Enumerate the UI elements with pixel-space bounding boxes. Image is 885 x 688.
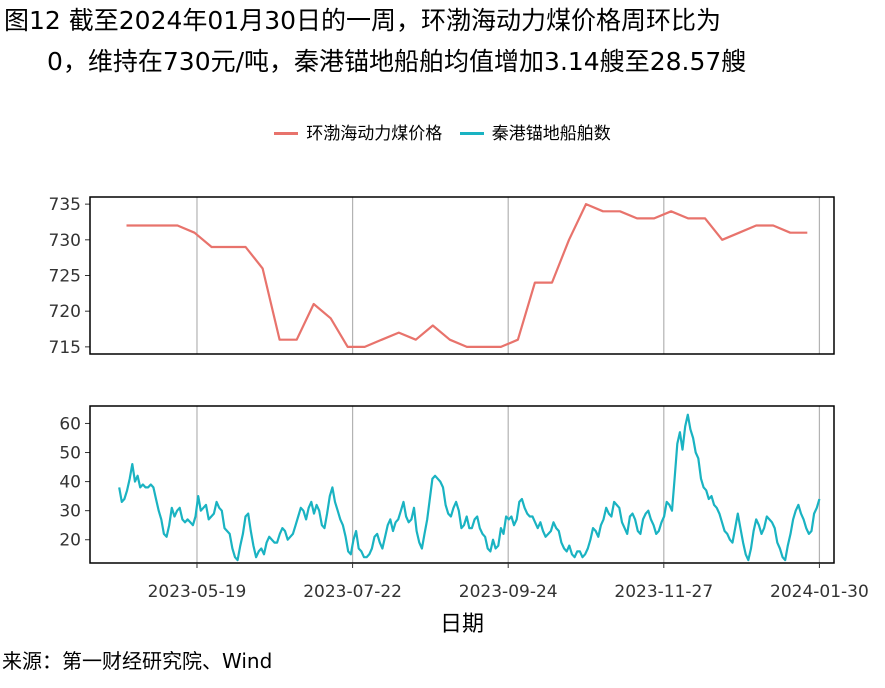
x-tick-label-4: 2024-01-30 [770, 582, 869, 602]
x-tick-label-0: 2023-05-19 [148, 582, 247, 602]
y-tick-label-p1-1: 30 [59, 502, 81, 522]
legend-label-ships: 秦港锚地船舶数 [491, 123, 611, 144]
legend-item-price: 环渤海动力煤价格 [274, 122, 442, 146]
figure-title-line-2: 0，维持在730元/吨，秦港锚地船舶均值增加3.14艘至28.57艘 [47, 47, 747, 76]
y-tick-label-p1-2: 40 [59, 473, 81, 493]
legend-item-ships: 秦港锚地船舶数 [459, 122, 611, 146]
x-tick-label-1: 2023-07-22 [303, 582, 402, 602]
y-tick-label-p0-0: 715 [49, 338, 81, 358]
y-tick-label-p0-3: 730 [49, 231, 81, 251]
x-tick-label-2: 2023-09-24 [459, 582, 558, 602]
series-line-ships [118, 413, 821, 562]
x-axis-label: 日期 [440, 612, 484, 637]
panel-border-0 [89, 196, 835, 355]
y-tick-label-p1-0: 20 [59, 531, 81, 551]
x-tick-label-3: 2023-11-27 [614, 582, 713, 602]
legend-swatch-ships [459, 132, 484, 135]
chart-legend: 环渤海动力煤价格 秦港锚地船舶数 [0, 118, 885, 146]
y-tick-label-p1-4: 60 [59, 414, 81, 434]
y-tick-label-p1-3: 50 [59, 444, 81, 464]
figure-title-line-1: 图12 截至2024年01月30日的一周，环渤海动力煤价格周环比为 [4, 6, 722, 35]
series-line-price [126, 203, 808, 348]
panel-border-1 [89, 405, 835, 564]
legend-label-price: 环渤海动力煤价格 [306, 123, 443, 144]
y-tick-label-p0-1: 720 [49, 302, 81, 322]
y-tick-label-p0-4: 735 [49, 195, 81, 215]
source-note: 来源：第一财经研究院、Wind [2, 649, 273, 673]
y-tick-label-p0-2: 725 [49, 267, 81, 287]
legend-swatch-price [274, 132, 299, 135]
